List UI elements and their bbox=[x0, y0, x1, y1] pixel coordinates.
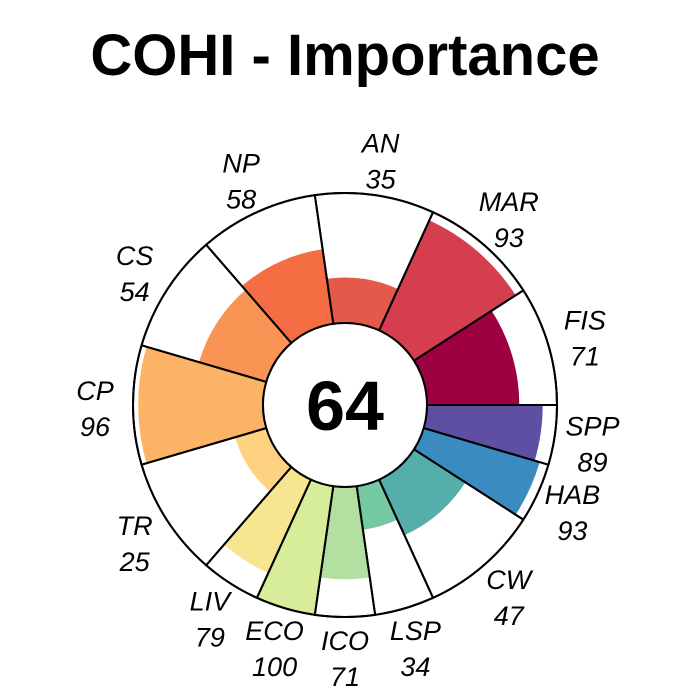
petal-hab bbox=[413, 428, 540, 515]
segment-name-liv: LIV bbox=[190, 586, 234, 616]
segment-label-fis: FIS 71 bbox=[564, 306, 606, 372]
chart-title: COHI - Importance bbox=[90, 23, 600, 88]
segment-value-liv: 79 bbox=[195, 622, 225, 652]
segment-value-cw: 47 bbox=[494, 601, 525, 631]
segment-value-hab: 93 bbox=[557, 516, 587, 546]
petal-fis bbox=[413, 310, 520, 405]
segment-name-cw: CW bbox=[486, 565, 533, 595]
segment-labels: FIS 71 MAR 93 AN 35 NP 58 CS 54 CP 96 TR 25 LIV 79 ECO 10… bbox=[76, 129, 619, 690]
segment-label-liv: LIV 79 bbox=[190, 586, 234, 652]
outer-ring bbox=[132, 192, 558, 618]
segment-name-spp: SPP bbox=[565, 412, 619, 442]
petal-an bbox=[326, 277, 398, 331]
petal-spp bbox=[423, 405, 543, 461]
segment-label-hab: HAB 93 bbox=[545, 480, 601, 546]
segment-value-tr: 25 bbox=[119, 547, 151, 577]
segment-label-np: NP 58 bbox=[222, 149, 260, 215]
segment-value-eco: 100 bbox=[252, 652, 297, 682]
segment-label-cw: CW 47 bbox=[486, 565, 533, 631]
segment-label-eco: ECO 100 bbox=[245, 616, 304, 682]
petal-eco bbox=[256, 479, 334, 615]
petal-cs bbox=[198, 289, 292, 382]
segment-name-hab: HAB bbox=[545, 480, 601, 510]
segment-value-ico: 71 bbox=[330, 662, 360, 690]
petal-ico bbox=[320, 486, 370, 580]
segment-label-cp: CP 96 bbox=[76, 376, 114, 442]
petal-cp bbox=[138, 346, 267, 464]
segment-value-lsp: 34 bbox=[400, 652, 430, 682]
segment-value-fis: 71 bbox=[570, 342, 600, 372]
segment-value-mar: 93 bbox=[494, 223, 524, 253]
petal-cw bbox=[379, 449, 466, 536]
segment-name-cs: CS bbox=[116, 241, 154, 271]
segment-label-an: AN 35 bbox=[360, 129, 400, 195]
segment-label-tr: TR 25 bbox=[117, 511, 153, 577]
segment-label-lsp: LSP 34 bbox=[390, 616, 441, 682]
segment-value-cs: 54 bbox=[120, 277, 150, 307]
petal-tr bbox=[235, 428, 292, 492]
petal-np bbox=[241, 249, 334, 344]
segment-label-mar: MAR 93 bbox=[479, 187, 539, 253]
segment-name-lsp: LSP bbox=[390, 616, 441, 646]
segment-label-ico: ICO 71 bbox=[321, 626, 369, 690]
petal-lsp bbox=[356, 479, 398, 530]
segment-value-cp: 96 bbox=[80, 412, 111, 442]
segment-name-eco: ECO bbox=[245, 616, 304, 646]
segment-label-cs: CS 54 bbox=[116, 241, 154, 307]
segment-name-fis: FIS bbox=[564, 306, 606, 336]
center-disc bbox=[262, 322, 428, 488]
petals bbox=[138, 220, 543, 615]
center-score: 64 bbox=[306, 367, 384, 445]
segment-name-np: NP bbox=[222, 149, 260, 179]
petal-mar bbox=[379, 220, 516, 361]
segment-name-mar: MAR bbox=[479, 187, 539, 217]
segment-name-tr: TR bbox=[117, 511, 153, 541]
segment-name-ico: ICO bbox=[321, 626, 369, 656]
segment-value-an: 35 bbox=[366, 165, 397, 195]
segment-label-spp: SPP 89 bbox=[565, 412, 619, 478]
segment-value-np: 58 bbox=[226, 185, 256, 215]
segment-name-cp: CP bbox=[76, 376, 114, 406]
segment-name-an: AN bbox=[360, 129, 400, 159]
segment-value-spp: 89 bbox=[577, 448, 607, 478]
petal-liv bbox=[224, 466, 311, 574]
